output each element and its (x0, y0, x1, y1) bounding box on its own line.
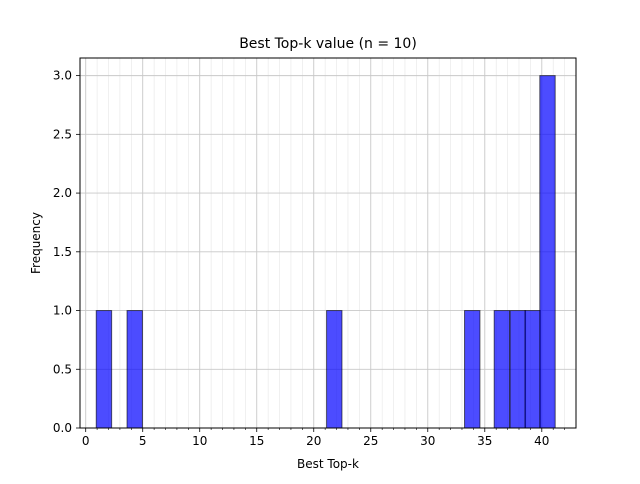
plot-frame (79, 57, 577, 429)
x-tick-label: 35 (477, 434, 492, 448)
histogram-bar-5 (509, 310, 527, 429)
histogram-bar-4 (493, 310, 511, 429)
histogram-bar-6 (524, 310, 541, 429)
x-tick-label: 40 (534, 434, 549, 448)
y-tick-label: 1.0 (53, 304, 72, 318)
x-axis-label: Best Top-k (297, 457, 359, 471)
histogram-bar-1 (126, 310, 143, 429)
y-axis-ticks: 0.0 0.5 1.0 1.5 2.0 2.5 3.0 (53, 69, 80, 435)
y-tick-label: 2.0 (53, 186, 72, 200)
histogram-bar-0 (95, 310, 113, 429)
histogram-bar-3 (464, 310, 481, 429)
x-tick-label: 30 (420, 434, 435, 448)
x-tick-label: 15 (249, 434, 264, 448)
y-tick-label: 3.0 (53, 69, 72, 83)
grid (80, 58, 576, 429)
y-tick-label: 0.0 (53, 421, 72, 435)
histogram-bar-2 (326, 310, 343, 429)
x-tick-label: 0 (82, 434, 90, 448)
x-tick-label: 10 (192, 434, 207, 448)
x-axis-ticks: 0 5 10 15 20 25 30 35 40 (82, 428, 565, 448)
y-tick-label: 1.5 (53, 245, 72, 259)
x-tick-label: 25 (363, 434, 378, 448)
histogram-bar-7 (539, 75, 556, 429)
bars (95, 75, 556, 429)
x-tick-label: 5 (139, 434, 147, 448)
y-tick-label: 0.5 (53, 362, 72, 376)
y-axis-label: Frequency (29, 212, 43, 274)
y-tick-label: 2.5 (53, 127, 72, 141)
chart-title: Best Top-k value (n = 10) (239, 36, 417, 52)
x-tick-label: 20 (306, 434, 321, 448)
